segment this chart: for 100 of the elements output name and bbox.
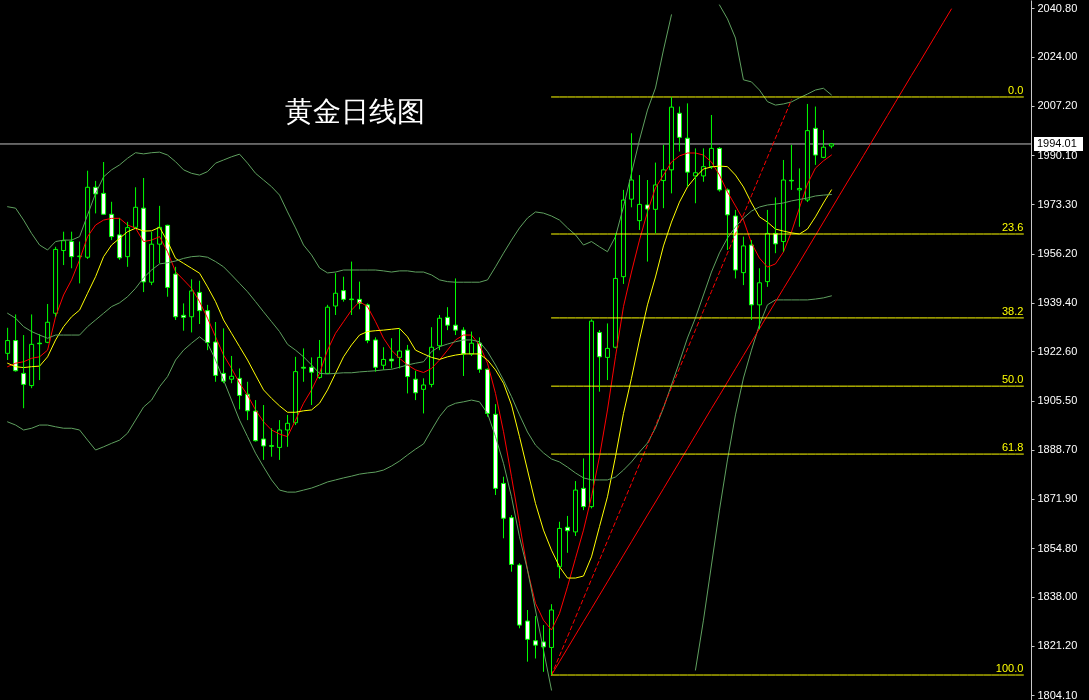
y-tick-label: 2024.00 [1037, 50, 1078, 63]
candlestick [285, 414, 291, 448]
candlestick [301, 347, 307, 383]
y-tick-label: 1888.70 [1037, 443, 1078, 456]
candlestick [628, 132, 634, 208]
candlestick [556, 521, 562, 579]
series-label: 0.0 [1008, 83, 1024, 96]
candlestick [485, 368, 491, 418]
candlestick [181, 302, 187, 332]
candlestick [748, 239, 754, 321]
candlestick [820, 129, 826, 158]
candlestick [349, 261, 355, 316]
y-tick-label: 1990.10 [1037, 148, 1078, 161]
candlestick [788, 144, 794, 191]
candlestick [652, 162, 658, 234]
y-tick-label: 1922.60 [1037, 344, 1078, 357]
candlestick [341, 276, 347, 303]
candlestick [309, 356, 315, 406]
candlestick [620, 189, 626, 285]
candlestick [445, 306, 451, 331]
candlestick [109, 201, 115, 241]
candlestick [373, 336, 379, 373]
candlestick [69, 231, 75, 269]
text: 黄金日线图 [285, 95, 425, 128]
candlestick [828, 143, 834, 149]
candlestick [13, 313, 19, 372]
candlestick [612, 232, 618, 348]
candlestick [804, 103, 810, 203]
candlestick [133, 186, 139, 228]
candlestick [453, 277, 459, 336]
ref-line-label: 1994.01 [1037, 136, 1077, 149]
candlestick [580, 457, 586, 511]
y-tick-label: 2040.80 [1037, 1, 1078, 14]
candlestick [676, 106, 682, 153]
y-tick-label: 2007.20 [1037, 99, 1078, 112]
candlestick [29, 313, 35, 389]
candlestick [125, 221, 131, 268]
candlestick [277, 419, 283, 461]
candlestick [61, 231, 67, 266]
candlestick [548, 603, 554, 676]
candlestick [588, 318, 594, 509]
candlestick [724, 189, 730, 251]
candlestick [253, 399, 259, 442]
y-tick-label: 1804.10 [1037, 688, 1078, 700]
candlestick [333, 272, 339, 316]
series-label: 50.0 [1001, 373, 1024, 386]
candlestick [293, 356, 299, 426]
candlestick [525, 609, 530, 663]
candlestick [405, 344, 411, 394]
candlestick [493, 403, 498, 496]
candlestick [261, 404, 267, 461]
candlestick [269, 427, 275, 458]
candlestick [381, 346, 387, 371]
y-tick-label: 1854.80 [1037, 541, 1078, 554]
candlestick [389, 337, 395, 369]
candlestick [636, 174, 642, 231]
y-tick-label: 1821.20 [1037, 639, 1078, 652]
y-tick-label: 1939.40 [1037, 296, 1078, 309]
candlestick [812, 106, 818, 166]
candlestick [117, 217, 123, 261]
candlestick [740, 236, 746, 286]
candlestick [141, 177, 147, 293]
candlestick [189, 278, 195, 333]
candlestick [668, 96, 674, 194]
y-tick-label: 1838.00 [1037, 590, 1078, 603]
y-tick-label: 1905.50 [1037, 394, 1078, 407]
candlestick [533, 615, 538, 659]
series-label: 23.6 [1001, 221, 1024, 234]
candlestick [764, 209, 770, 288]
candlestick [173, 266, 179, 321]
series-label: 38.2 [1001, 304, 1024, 317]
candlestick [5, 327, 11, 361]
series-label: 61.8 [1001, 441, 1024, 454]
candlestick [149, 231, 155, 286]
candlestick [325, 304, 331, 374]
candlestick [229, 355, 235, 384]
candlestick [421, 377, 427, 414]
candlestick [596, 329, 602, 393]
candlestick [692, 147, 698, 204]
candlestick [53, 246, 59, 318]
y-tick-label: 1973.30 [1037, 197, 1078, 210]
candlestick [517, 562, 522, 629]
candlestick [732, 209, 738, 279]
candlestick [85, 170, 91, 260]
candlestick [397, 327, 403, 369]
candlestick [501, 476, 506, 539]
series-label: 100.0 [995, 662, 1024, 675]
candlestick [796, 167, 802, 228]
candlestick [213, 321, 219, 383]
candlestick [572, 480, 578, 537]
candlestick [21, 334, 27, 409]
y-tick-label: 1956.20 [1037, 247, 1078, 260]
candlestick [413, 370, 419, 401]
candlestick [604, 322, 610, 381]
candlestick [564, 515, 570, 554]
candlestick [509, 514, 514, 573]
candlestick [756, 267, 762, 330]
line-series [7, 194, 832, 481]
candlestick [684, 102, 690, 188]
y-tick-label: 1871.90 [1037, 492, 1078, 505]
